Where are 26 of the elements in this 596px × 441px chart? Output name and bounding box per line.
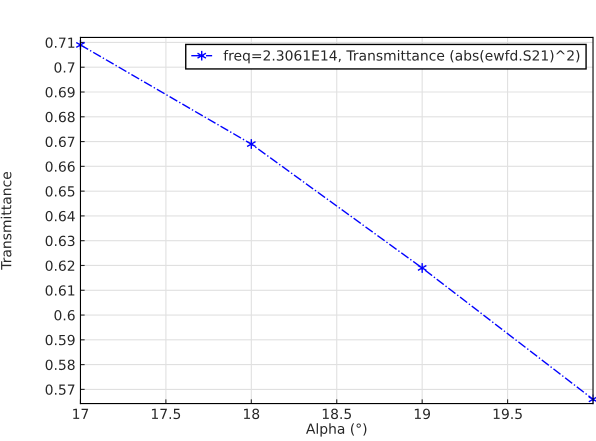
y-tick-label: 0.64: [46, 210, 75, 222]
y-tick-label: 0.7: [54, 62, 74, 73]
y-tick-label: 0.57: [46, 384, 74, 395]
x-axis-title: Alpha (°): [306, 423, 366, 437]
y-axis-title: Transmittance: [0, 172, 12, 270]
y-tick-label: 0.6: [54, 310, 75, 321]
point: [417, 262, 428, 274]
y-tick-label: 0.61: [46, 285, 74, 296]
y-tick-label: 0.67: [46, 136, 74, 148]
x-tick-label: 18.5: [322, 408, 351, 420]
y-tick-label: 0.59: [46, 334, 75, 346]
y-tick-label: 0.68: [46, 112, 75, 122]
y-tick-label: 0.58: [46, 360, 75, 370]
y-tick-label: 0.66: [46, 161, 75, 172]
y-tick-label: 0.71: [46, 37, 74, 48]
y-tick-label: 0.63: [46, 236, 74, 246]
y-tick-label: 0.65: [46, 186, 74, 197]
y-tick-label: 0.62: [46, 260, 74, 271]
point: [246, 138, 256, 150]
x-tick-label: 17: [73, 408, 88, 419]
x-tick-label: 18: [244, 408, 260, 420]
x-tick-label: 19: [414, 408, 430, 420]
x-tick-label: 19.5: [494, 408, 522, 420]
x-tick-label: 17.5: [152, 408, 180, 420]
y-tick-label: 0.69: [46, 86, 75, 98]
legend-label: freq=2.3061E14, Transmittance (abs(ewfd.S21)^2): [224, 50, 580, 64]
